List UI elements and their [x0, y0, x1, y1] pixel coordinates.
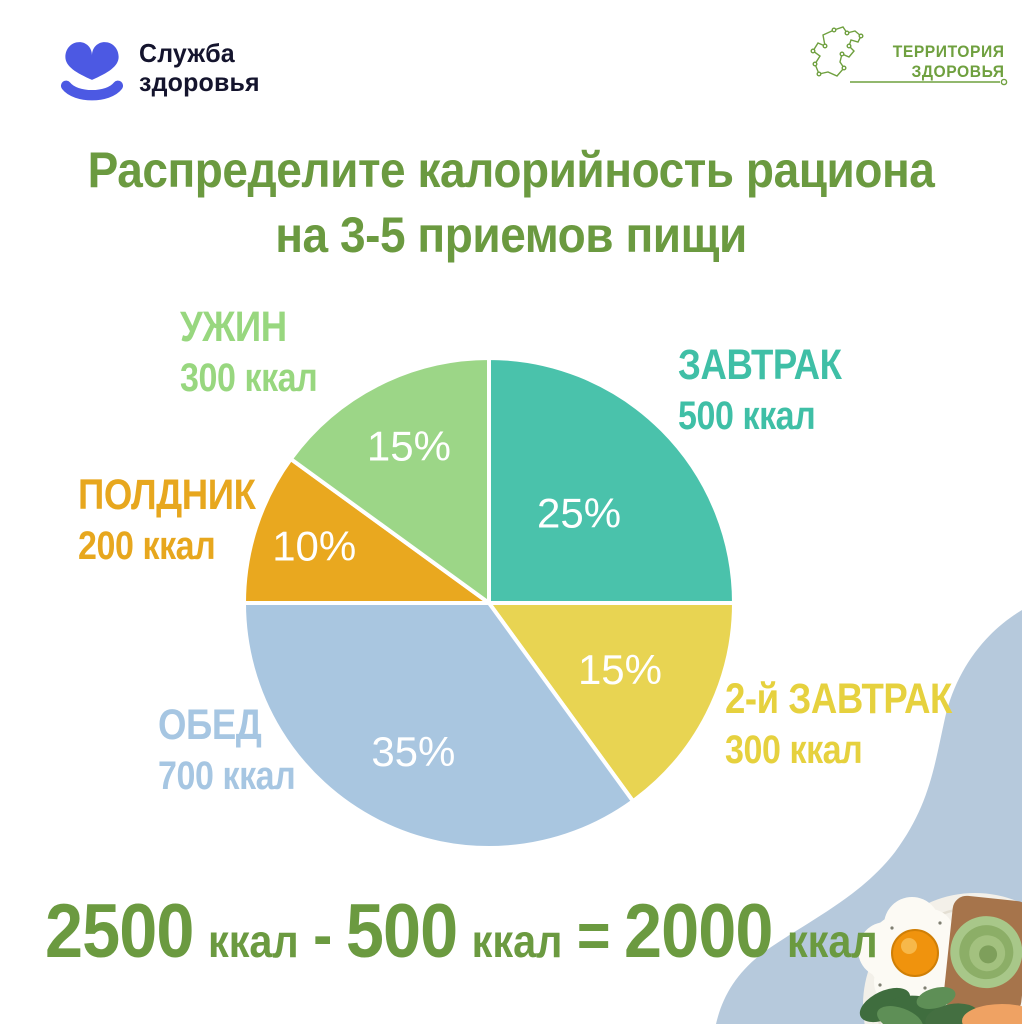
- pie-label-snack: ПОЛДНИК 200 ккал: [78, 469, 256, 572]
- pie-slice-breakfast: [487, 356, 736, 605]
- meal-kcal: 700 ккал: [158, 754, 296, 799]
- equation-total: 2500: [45, 889, 194, 974]
- health-service-logo-text: Служба здоровья: [139, 37, 260, 98]
- equation-result: 2000: [623, 889, 773, 974]
- pie-percent-lunch: 35%: [371, 728, 455, 775]
- pie-label-lunch: ОБЕД 700 ккал: [158, 699, 296, 802]
- meal-kcal: 300 ккал: [180, 356, 318, 401]
- meal-kcal: 200 ккал: [78, 524, 216, 569]
- heart-smile-icon: [60, 42, 124, 101]
- meal-name: 2-й ЗАВТРАК: [725, 675, 952, 723]
- pie-percent-dinner: 15%: [367, 422, 451, 469]
- page-title: Распределите калорийность рациона на 3-5…: [41, 138, 981, 268]
- health-service-logo: Служба здоровья: [55, 31, 265, 105]
- page-title-line-2: на 3-5 приемов пищи: [275, 207, 747, 263]
- pie-percent-breakfast: 25%: [537, 489, 621, 536]
- equation-unit: ккал: [786, 915, 878, 967]
- pie-slice-dinner: [288, 356, 491, 605]
- pie-percent-second-breakfast: 15%: [578, 646, 662, 693]
- region-map-icon: [810, 26, 1008, 86]
- pie-slice-snack: [242, 456, 491, 605]
- pie-label-dinner: УЖИН 300 ккал: [180, 301, 318, 404]
- meal-kcal: 500 ккал: [678, 394, 816, 439]
- meal-name: ЗАВТРАК: [678, 341, 842, 389]
- territory-of-health-logo-text: ТЕРРИТОРИЯ ЗДОРОВЬЯ: [893, 42, 1005, 82]
- logo-line-2: здоровья: [139, 67, 260, 97]
- equation-unit: ккал: [207, 915, 299, 967]
- logo-line-1: ТЕРРИТОРИЯ: [893, 42, 1005, 61]
- meal-name: ОБЕД: [158, 701, 262, 749]
- logo-line-1: Служба: [139, 37, 235, 68]
- pie-slice-lunch: [242, 601, 636, 850]
- meal-name: ПОЛДНИК: [78, 471, 256, 519]
- territory-of-health-logo: ТЕРРИТОРИЯ ЗДОРОВЬЯ: [800, 22, 1015, 94]
- pie-label-second-breakfast: 2-й ЗАВТРАК 300 ккал: [725, 673, 952, 776]
- pie-percent-snack: 10%: [272, 523, 356, 570]
- calorie-equation: 2500 ккал - 500 ккал = 2000 ккал: [45, 888, 878, 975]
- equation-equals-sign: =: [576, 899, 611, 971]
- meal-kcal: 300 ккал: [725, 728, 863, 773]
- equation-unit: ккал: [471, 915, 563, 967]
- equation-deficit: 500: [345, 889, 458, 974]
- logo-line-2: ЗДОРОВЬЯ: [911, 62, 1005, 82]
- page-title-line-1: Распределите калорийность рациона: [87, 142, 935, 198]
- pie-slice-second-breakfast: [487, 601, 736, 804]
- meal-name: УЖИН: [180, 303, 287, 351]
- equation-minus-sign: -: [313, 899, 332, 971]
- pie-label-breakfast: ЗАВТРАК 500 ккал: [678, 339, 842, 442]
